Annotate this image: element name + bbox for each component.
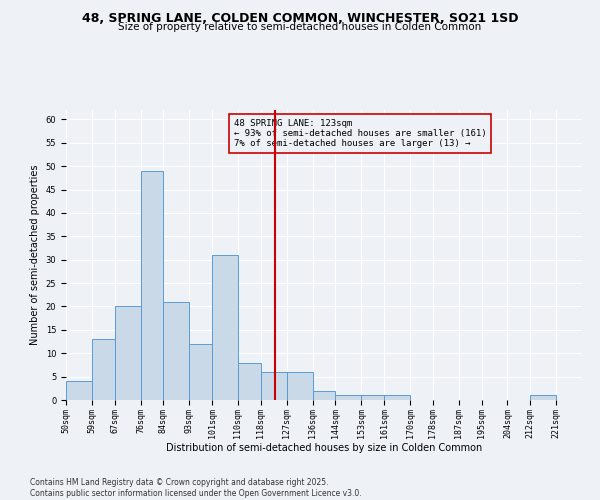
Text: Size of property relative to semi-detached houses in Colden Common: Size of property relative to semi-detach… xyxy=(118,22,482,32)
Y-axis label: Number of semi-detached properties: Number of semi-detached properties xyxy=(30,165,40,345)
X-axis label: Distribution of semi-detached houses by size in Colden Common: Distribution of semi-detached houses by … xyxy=(166,443,482,453)
Bar xyxy=(335,396,361,400)
Text: 48, SPRING LANE, COLDEN COMMON, WINCHESTER, SO21 1SD: 48, SPRING LANE, COLDEN COMMON, WINCHEST… xyxy=(82,12,518,26)
Bar xyxy=(238,362,261,400)
Bar xyxy=(140,171,163,400)
Text: 48 SPRING LANE: 123sqm
← 93% of semi-detached houses are smaller (161)
7% of sem: 48 SPRING LANE: 123sqm ← 93% of semi-det… xyxy=(234,118,487,148)
Text: Contains HM Land Registry data © Crown copyright and database right 2025.
Contai: Contains HM Land Registry data © Crown c… xyxy=(30,478,362,498)
Bar xyxy=(361,396,384,400)
Bar xyxy=(92,339,115,400)
Bar xyxy=(163,302,189,400)
Bar xyxy=(287,372,313,400)
Bar xyxy=(66,382,92,400)
Bar xyxy=(313,390,335,400)
Bar xyxy=(115,306,140,400)
Bar xyxy=(261,372,287,400)
Bar xyxy=(384,396,410,400)
Bar xyxy=(212,255,238,400)
Bar xyxy=(189,344,212,400)
Bar xyxy=(530,396,556,400)
